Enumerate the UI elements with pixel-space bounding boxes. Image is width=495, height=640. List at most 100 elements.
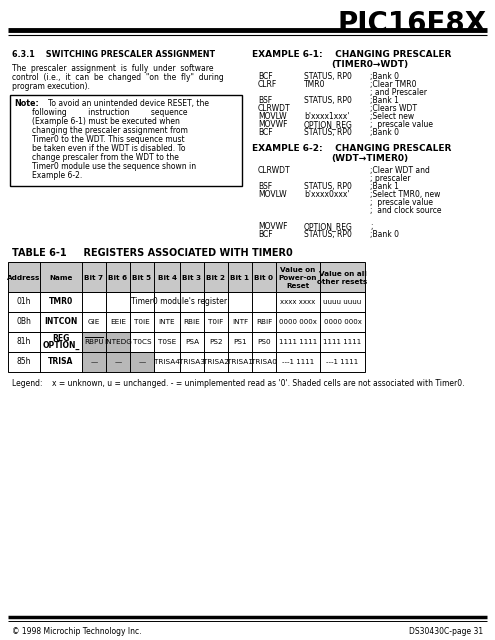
Text: Timer0 module's register: Timer0 module's register bbox=[131, 298, 227, 307]
Text: Timer0 to the WDT. This sequence must: Timer0 to the WDT. This sequence must bbox=[32, 135, 185, 144]
Text: EEIE: EEIE bbox=[110, 319, 126, 325]
Text: ;Bank 0: ;Bank 0 bbox=[370, 230, 399, 239]
Text: The  prescaler  assignment  is  fully  under  software: The prescaler assignment is fully under … bbox=[12, 64, 213, 73]
Text: program execution).: program execution). bbox=[12, 82, 90, 91]
Text: ; and Prescaler: ; and Prescaler bbox=[370, 88, 427, 97]
Text: MOVLW: MOVLW bbox=[258, 190, 287, 199]
Text: DS30430C-page 31: DS30430C-page 31 bbox=[409, 627, 483, 636]
Text: ---1 1111: ---1 1111 bbox=[326, 359, 358, 365]
Text: Example 6-2.: Example 6-2. bbox=[32, 171, 82, 180]
Text: REG: REG bbox=[52, 334, 70, 343]
Bar bbox=[82, 352, 106, 372]
Text: CLRWDT: CLRWDT bbox=[258, 166, 291, 175]
Text: Timer0 module use the sequence shown in: Timer0 module use the sequence shown in bbox=[32, 162, 196, 171]
Text: ;Select new: ;Select new bbox=[370, 112, 414, 121]
Text: MOVWF: MOVWF bbox=[258, 222, 288, 231]
Text: MOVLW: MOVLW bbox=[258, 112, 287, 121]
Text: change prescaler from the WDT to the: change prescaler from the WDT to the bbox=[32, 153, 179, 162]
Text: Bit 1: Bit 1 bbox=[231, 275, 249, 281]
Text: changing the prescaler assignment from: changing the prescaler assignment from bbox=[32, 126, 188, 135]
Text: T0IF: T0IF bbox=[208, 319, 224, 325]
Text: Legend:    x = unknown, u = unchanged. - = unimplemented read as '0'. Shaded cel: Legend: x = unknown, u = unchanged. - = … bbox=[12, 379, 464, 388]
Text: Bit 2: Bit 2 bbox=[206, 275, 226, 281]
Bar bbox=[8, 332, 365, 352]
Text: GIE: GIE bbox=[88, 319, 100, 325]
Text: TRISA3: TRISA3 bbox=[179, 359, 205, 365]
Text: CLRF: CLRF bbox=[258, 80, 277, 89]
Text: T0SE: T0SE bbox=[158, 339, 176, 345]
Text: b'xxxx0xxx': b'xxxx0xxx' bbox=[304, 190, 349, 199]
Text: INTE: INTE bbox=[159, 319, 175, 325]
Text: TMR0: TMR0 bbox=[304, 80, 326, 89]
Text: TRISA2: TRISA2 bbox=[203, 359, 229, 365]
Text: (TIMER0→WDT): (TIMER0→WDT) bbox=[332, 60, 408, 69]
Text: Bit 3: Bit 3 bbox=[183, 275, 201, 281]
Text: ---1 1111: ---1 1111 bbox=[282, 359, 314, 365]
Text: PSA: PSA bbox=[185, 339, 199, 345]
Text: RBPU: RBPU bbox=[84, 339, 104, 345]
Text: CLRWDT: CLRWDT bbox=[258, 104, 291, 113]
Text: T0IE: T0IE bbox=[134, 319, 150, 325]
Text: OPTION_REG: OPTION_REG bbox=[304, 222, 353, 231]
Text: TMR0: TMR0 bbox=[49, 298, 73, 307]
Text: STATUS, RP0: STATUS, RP0 bbox=[304, 182, 352, 191]
Text: ;Bank 0: ;Bank 0 bbox=[370, 128, 399, 137]
Bar bbox=[8, 312, 365, 332]
Text: Bit 4: Bit 4 bbox=[157, 275, 177, 281]
Text: (Example 6-1) must be executed when: (Example 6-1) must be executed when bbox=[32, 117, 180, 126]
Text: RBIF: RBIF bbox=[256, 319, 272, 325]
Text: BSF: BSF bbox=[258, 96, 272, 105]
Text: xxxx xxxx: xxxx xxxx bbox=[280, 299, 316, 305]
Text: 01h: 01h bbox=[17, 298, 31, 307]
Text: MOVWF: MOVWF bbox=[258, 120, 288, 129]
Text: TABLE 6-1     REGISTERS ASSOCIATED WITH TIMER0: TABLE 6-1 REGISTERS ASSOCIATED WITH TIME… bbox=[12, 248, 293, 258]
Text: BSF: BSF bbox=[258, 182, 272, 191]
Text: Value on: Value on bbox=[280, 267, 316, 273]
Text: BCF: BCF bbox=[258, 72, 273, 81]
Text: ;Clears WDT: ;Clears WDT bbox=[370, 104, 417, 113]
Text: ;Select TMR0, new: ;Select TMR0, new bbox=[370, 190, 441, 199]
Text: PS2: PS2 bbox=[209, 339, 223, 345]
Text: —: — bbox=[139, 359, 146, 365]
Text: BCF: BCF bbox=[258, 230, 273, 239]
Bar bbox=[106, 352, 130, 372]
Text: —: — bbox=[91, 359, 98, 365]
Text: Reset: Reset bbox=[287, 283, 309, 289]
Text: following         instruction         sequence: following instruction sequence bbox=[32, 108, 188, 117]
Bar bbox=[8, 262, 365, 292]
Text: 81h: 81h bbox=[17, 337, 31, 346]
Text: control  (i.e.,  it  can  be  changed  "on  the  fly"  during: control (i.e., it can be changed "on the… bbox=[12, 73, 224, 82]
Text: 0Bh: 0Bh bbox=[16, 317, 32, 326]
Text: BCF: BCF bbox=[258, 128, 273, 137]
Bar bbox=[8, 352, 365, 372]
Text: ;  prescale value: ; prescale value bbox=[370, 120, 433, 129]
Bar bbox=[106, 332, 130, 352]
Text: ;: ; bbox=[370, 222, 373, 231]
Text: EXAMPLE 6-1:    CHANGING PRESCALER: EXAMPLE 6-1: CHANGING PRESCALER bbox=[252, 50, 451, 59]
Text: other resets: other resets bbox=[317, 279, 368, 285]
Bar bbox=[130, 352, 154, 372]
Text: TRISA4: TRISA4 bbox=[154, 359, 180, 365]
Text: (WDT→TIMER0): (WDT→TIMER0) bbox=[332, 154, 408, 163]
Text: TRISA1: TRISA1 bbox=[227, 359, 253, 365]
Text: Note:: Note: bbox=[14, 99, 39, 108]
Text: Bit 5: Bit 5 bbox=[133, 275, 151, 281]
Text: Value on all: Value on all bbox=[319, 271, 366, 277]
Text: © 1998 Microchip Technology Inc.: © 1998 Microchip Technology Inc. bbox=[12, 627, 142, 636]
Text: OPTION_REG: OPTION_REG bbox=[304, 120, 353, 129]
Text: ;  and clock source: ; and clock source bbox=[370, 206, 442, 215]
Text: ;Bank 1: ;Bank 1 bbox=[370, 96, 399, 105]
Text: b'xxxx1xxx': b'xxxx1xxx' bbox=[304, 112, 349, 121]
Text: 1111 1111: 1111 1111 bbox=[323, 339, 362, 345]
Text: OPTION_: OPTION_ bbox=[42, 341, 80, 350]
Text: PIC16F8X: PIC16F8X bbox=[338, 10, 487, 38]
Text: TRISA0: TRISA0 bbox=[251, 359, 277, 365]
Text: Bit 0: Bit 0 bbox=[254, 275, 274, 281]
Text: ;Bank 0: ;Bank 0 bbox=[370, 72, 399, 81]
Text: STATUS, RP0: STATUS, RP0 bbox=[304, 230, 352, 239]
Text: INTCON: INTCON bbox=[45, 317, 78, 326]
Text: ;Clear TMR0: ;Clear TMR0 bbox=[370, 80, 416, 89]
Text: 0000 000x: 0000 000x bbox=[324, 319, 361, 325]
Text: 1111 1111: 1111 1111 bbox=[279, 339, 317, 345]
Text: PS0: PS0 bbox=[257, 339, 271, 345]
